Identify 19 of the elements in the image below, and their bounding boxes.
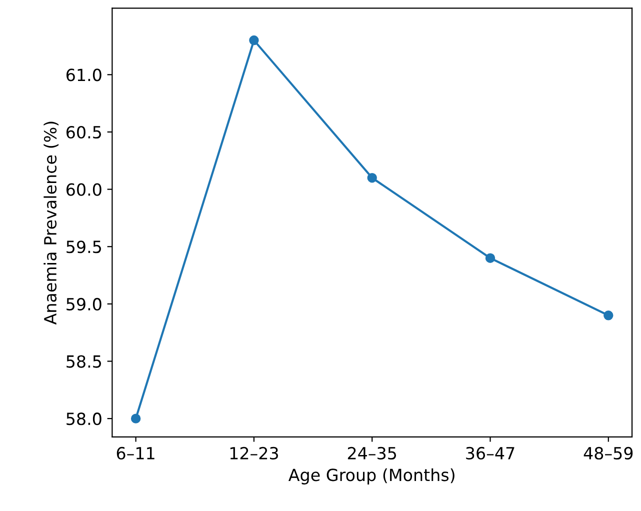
x-tick-label: 48–59 — [584, 446, 633, 460]
y-axis-title: Anaemia Prevalence (%) — [44, 122, 59, 325]
y-tick-label: 60.0 — [66, 183, 102, 196]
y-tick-label: 58.0 — [66, 412, 102, 426]
point — [485, 253, 496, 263]
y-tick-label: 59.0 — [66, 298, 102, 310]
point — [604, 310, 614, 320]
x-tick-label: 36–47 — [466, 446, 514, 460]
x-tick-label: 6–11 — [116, 446, 154, 460]
x-axis-title: Age Group (Months) — [288, 468, 454, 484]
y-tick-label: 58.5 — [66, 355, 101, 368]
y-tick-label: 59.5 — [66, 240, 101, 254]
y-tick-label: 61.0 — [66, 68, 102, 82]
point — [130, 414, 141, 424]
x-tick-label: 24–35 — [348, 446, 396, 460]
point — [367, 172, 377, 183]
point — [249, 35, 259, 46]
x-tick-label: 12–23 — [230, 446, 278, 460]
y-tick-label: 60.5 — [66, 126, 101, 139]
